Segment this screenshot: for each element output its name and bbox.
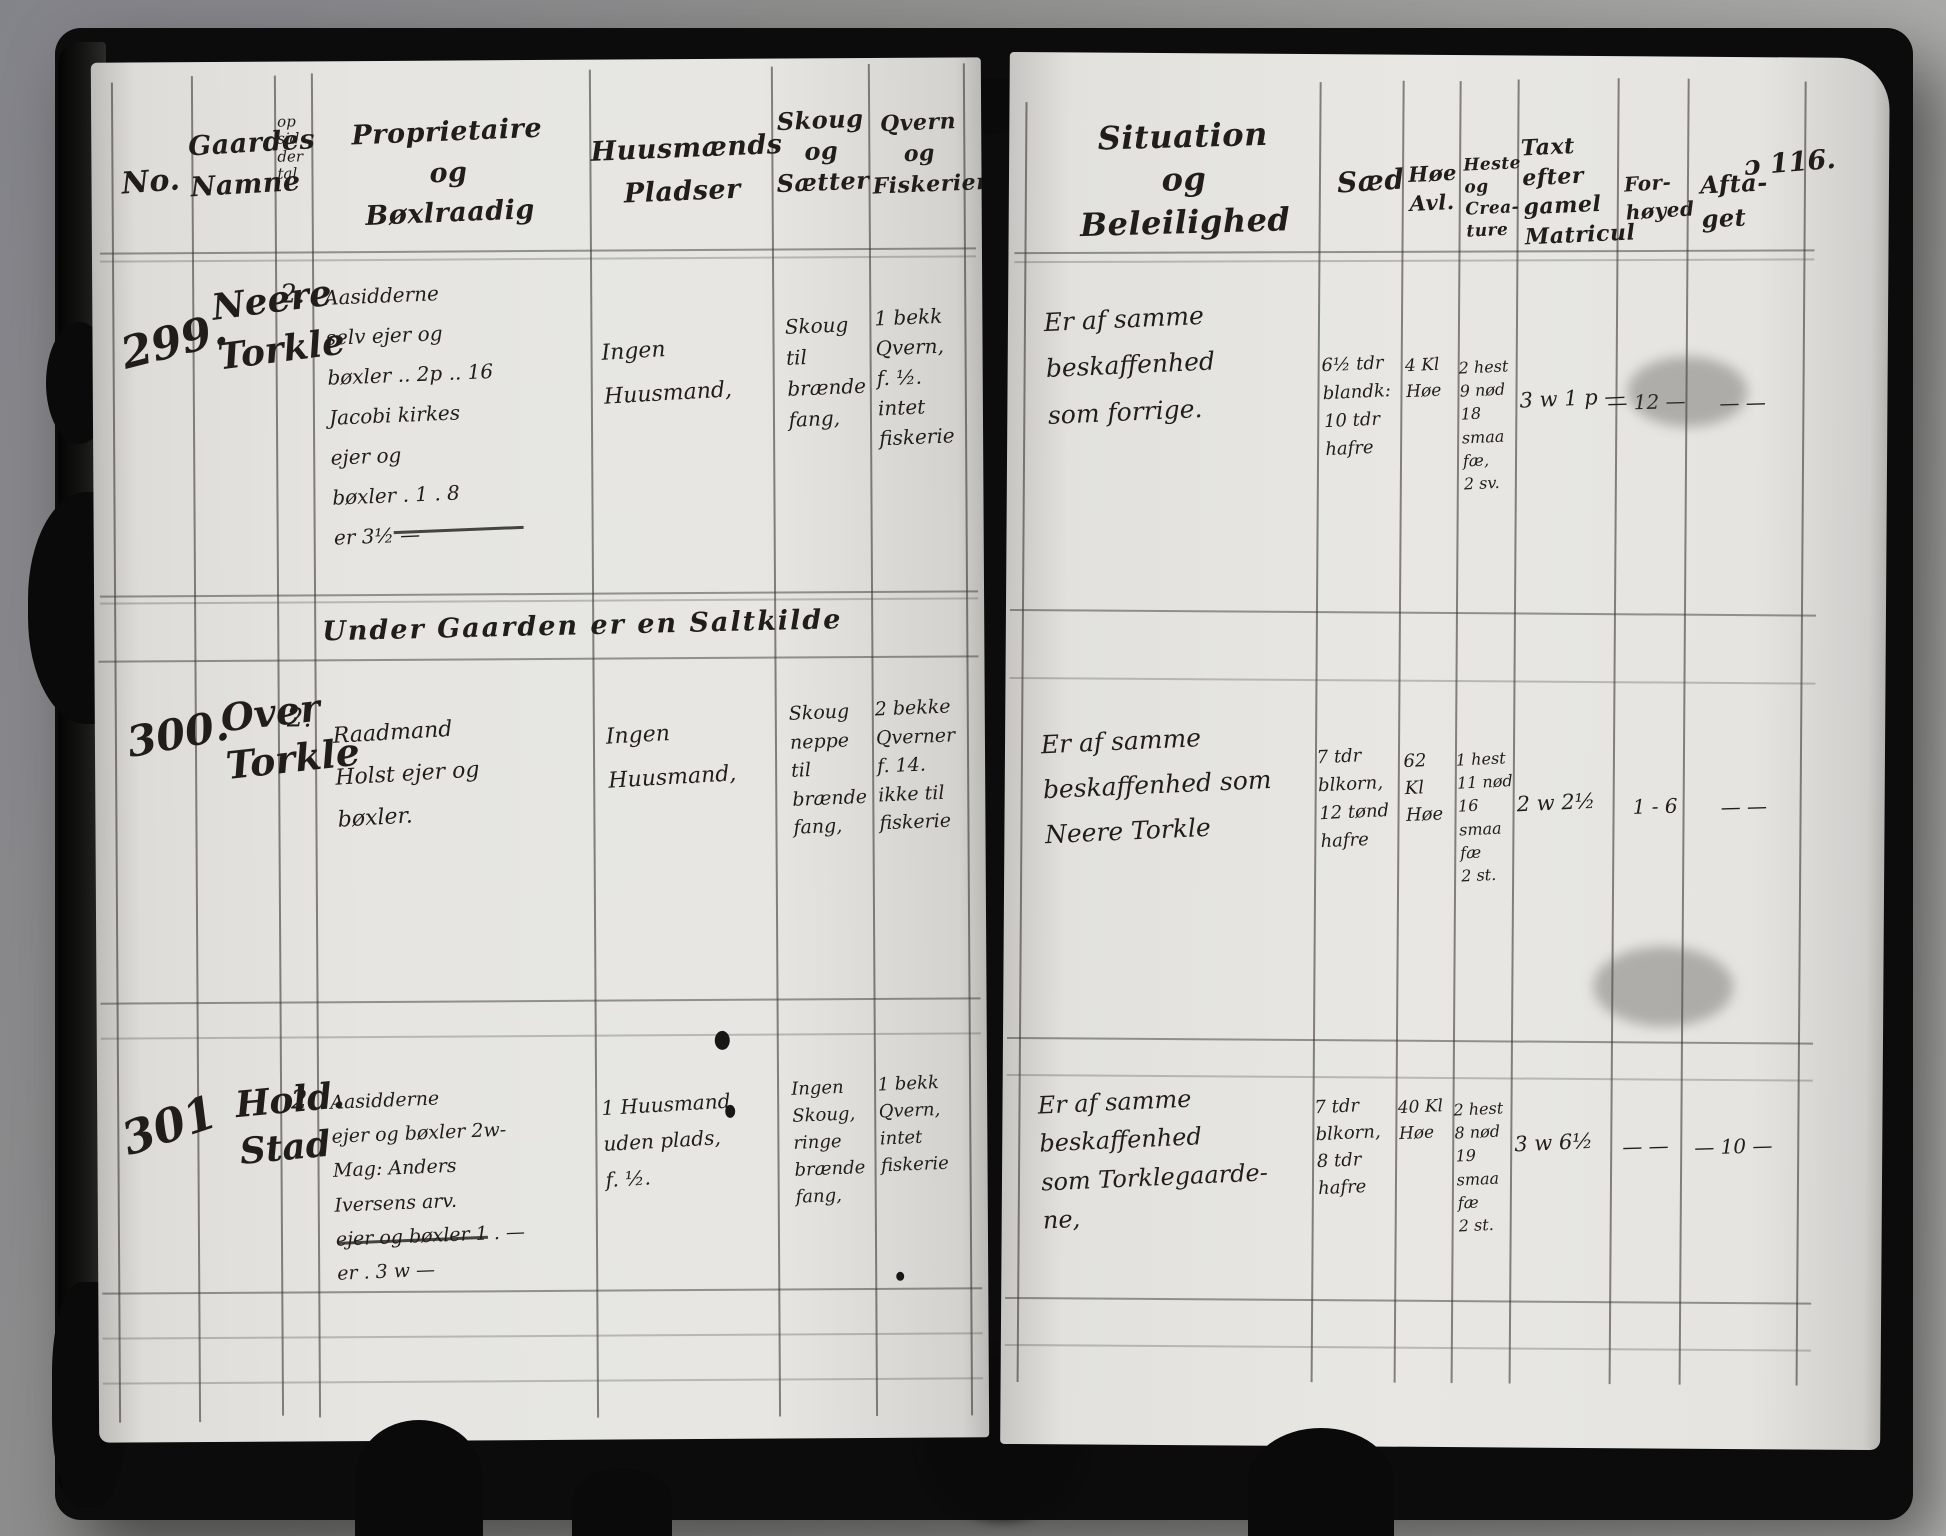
row-rule — [1006, 1036, 1813, 1045]
cell-qvern-301: 1 bekk Qvern, intet fiskerie — [877, 1072, 950, 1177]
ink-speck — [725, 1104, 736, 1118]
row-rule — [1014, 258, 1815, 264]
cell-hoe-300: 62 Kl Høe — [1403, 750, 1444, 827]
cell-huusmand-299: Ingen Huusmand, — [600, 337, 733, 410]
header-no: No. — [120, 162, 182, 202]
right-page: Situation og Beleilighed Sæd Høe Avl. He… — [1000, 51, 1890, 1451]
cell-huusmand-300: Ingen Huusmand, — [605, 721, 737, 794]
bottom-clamp-left — [355, 1420, 483, 1536]
header-taxt: Taxt efter gamel Matricul — [1520, 133, 1636, 251]
header-qvern: Qvern og Fiskerier — [872, 108, 989, 200]
cell-heste-299: 2 hest 9 nød 18 smaa fæ, 2 sv. — [1458, 356, 1509, 494]
header-forhoyed: For- høyed — [1623, 169, 1696, 225]
cell-heste-301: 2 hest 8 nød 19 smaa fæ 2 st. — [1453, 1098, 1504, 1236]
row-rule — [1009, 608, 1816, 617]
row-rule — [100, 255, 976, 263]
cell-hoe-301: 40 Kl Høe — [1397, 1096, 1444, 1144]
column-rule — [1608, 78, 1620, 1385]
cell-situation-300: Er af samme beskaffenhed som Neere Torkl… — [1040, 723, 1273, 850]
cell-proprietaire-301: Aasidderne ejer og bøxler 2w- Mag: Ander… — [329, 1087, 526, 1285]
row-rule — [1004, 1343, 1811, 1352]
ink-speck — [714, 1030, 730, 1050]
cell-skoug-299: Skoug til brænde fang, — [784, 312, 867, 432]
row-rule — [100, 997, 981, 1005]
page-number: ɔ 116. — [1742, 143, 1837, 183]
cell-saed-301: 7 tdr blkorn, 8 tdr hafre — [1313, 1095, 1382, 1200]
cell-tal-300: 2. — [286, 703, 312, 734]
header-heste-creature: Heste og Crea- ture — [1462, 153, 1522, 242]
cell-saed-300: 7 tdr blkorn, 12 tønd hafre — [1316, 745, 1390, 852]
cell-skoug-301: Ingen Skoug, ringe brænde fang, — [790, 1076, 866, 1208]
cell-proprietaire-299: Aasidderne selv ejer og bøxler .. 2p .. … — [323, 281, 494, 550]
cell-situation-299: Er af samme beskaffenhed som forrige. — [1043, 300, 1216, 430]
header-huusmaend: Huusmænds Pladser — [590, 128, 784, 210]
row-rule — [1009, 676, 1816, 685]
note-saltkilde: Under Gaarden er en Saltkilde — [321, 604, 843, 648]
cell-heste-300: 1 hest 11 nød 16 smaa fæ 2 st. — [1455, 748, 1513, 886]
cell-tal-299: 2. — [280, 279, 306, 310]
bottom-clamp-center — [572, 1468, 672, 1536]
row-rule — [99, 247, 976, 255]
cell-aftaget-300: — — — [1720, 793, 1768, 820]
row-rule — [100, 590, 979, 598]
paper-smudge — [1593, 946, 1734, 1028]
column-rule — [1016, 102, 1028, 1383]
header-saed: Sæd — [1335, 162, 1406, 200]
column-rule — [770, 66, 782, 1417]
row-rule — [1006, 1073, 1813, 1082]
column-rule — [1678, 78, 1690, 1385]
cell-tal-301: 2. — [291, 1085, 317, 1116]
row-rule — [98, 655, 979, 663]
column-rule — [1795, 81, 1807, 1386]
header-skoug: Skoug og Sætter — [776, 103, 870, 199]
paper-smudge — [1627, 356, 1748, 428]
row-rule — [102, 1287, 983, 1295]
cell-hoe-299: 4 Kl Høe — [1404, 354, 1442, 402]
cell-qvern-299: 1 bekk Qvern, f. ½. intet fiskerie — [873, 303, 956, 451]
row-rule — [102, 1377, 983, 1385]
cell-taxt-300: 2 w 2½ — [1516, 788, 1596, 817]
row-rule — [100, 1032, 981, 1040]
header-opsidder-tal: op sid der tal — [277, 112, 304, 183]
row-rule — [1005, 1296, 1812, 1305]
cell-skoug-300: Skoug neppe til brænde fang, — [788, 700, 868, 839]
cell-saed-299: 6½ tdr blandk: 10 tdr hafre — [1321, 352, 1392, 460]
cell-no-301: 301 — [115, 1084, 224, 1167]
cell-taxt-301: 3 w 6½ — [1513, 1128, 1594, 1157]
cell-proprietaire-300: Raadmand Holst ejer og bøxler. — [332, 716, 481, 833]
left-page: No. Gaardes Namne op sid der tal Proprie… — [90, 57, 990, 1443]
ink-speck — [896, 1271, 905, 1281]
cell-aftaget-301: — 10 — — [1693, 1133, 1773, 1160]
cell-huusmand-301: 1 Huusmand uden plads, f. ½. — [600, 1088, 732, 1192]
column-rule — [110, 82, 122, 1423]
header-hoe-avl: Høe Avl. — [1407, 159, 1458, 217]
row-rule — [1014, 249, 1815, 255]
header-situation: Situation og Beleilighed — [1079, 114, 1291, 245]
bottom-clamp-right — [1248, 1428, 1394, 1536]
cell-qvern-300: 2 bekke Qverner f. 14. ikke til fiskerie — [874, 695, 956, 835]
column-rule — [962, 63, 974, 1416]
row-rule — [102, 1332, 983, 1340]
cell-no-300: 300. — [123, 700, 233, 768]
header-proprietaire: Proprietaire og Bøxlraadig — [350, 112, 543, 232]
cell-forhoyed-300: 1 - 6 — [1632, 793, 1678, 819]
